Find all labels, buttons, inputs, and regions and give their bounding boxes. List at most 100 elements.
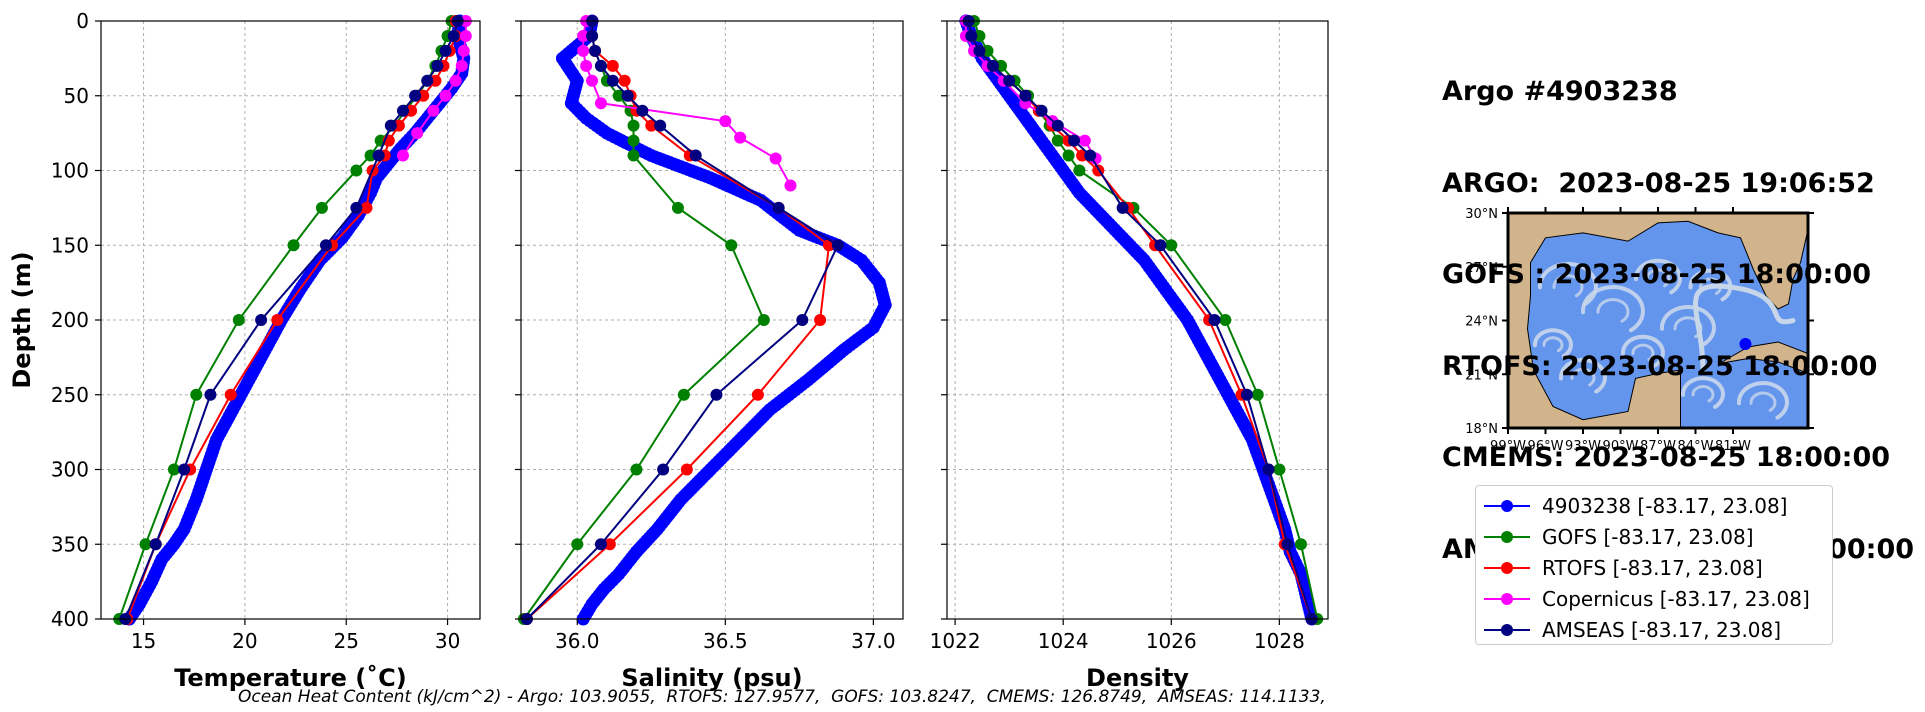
data-point bbox=[1219, 314, 1232, 326]
data-point bbox=[287, 239, 300, 252]
data-point bbox=[431, 59, 444, 72]
current-streamline bbox=[1552, 274, 1584, 298]
data-point bbox=[350, 201, 363, 214]
y-tick-label: 300 bbox=[51, 458, 89, 482]
legend-label: GOFS [-83.17, 23.08] bbox=[1542, 524, 1754, 549]
data-point bbox=[1019, 89, 1032, 102]
data-point bbox=[1003, 74, 1016, 87]
data-point bbox=[606, 59, 619, 72]
map-lon-label: 96°W bbox=[1528, 439, 1564, 454]
legend-label: AMSEAS [-83.17, 23.08] bbox=[1542, 617, 1782, 642]
data-point bbox=[224, 388, 237, 401]
axes-frame bbox=[946, 20, 1329, 620]
y-axis-label: Depth (m) bbox=[8, 251, 36, 388]
density-panel: 1022 1024 1026 1028 Density bbox=[930, 14, 1329, 692]
y-tick-label: 50 bbox=[64, 84, 89, 108]
x-tick-label: 20 bbox=[232, 629, 257, 653]
current-streamline bbox=[1620, 334, 1665, 368]
legend-item-argo: 4903238 [-83.17, 23.08] bbox=[1484, 490, 1832, 521]
data-point bbox=[1068, 134, 1080, 147]
data-point bbox=[1262, 463, 1275, 476]
data-point bbox=[636, 104, 649, 117]
current-streamline bbox=[1699, 277, 1722, 295]
legend-swatch bbox=[1484, 589, 1530, 609]
ocean-heat-content-text: Ocean Heat Content (kJ/cm^2) - Argo: 103… bbox=[238, 687, 1326, 707]
info-line-argo-time: ARGO: 2023-08-25 19:06:52 bbox=[1442, 167, 1875, 199]
data-point bbox=[725, 239, 738, 252]
legend-swatch bbox=[1484, 620, 1530, 640]
data-point bbox=[586, 74, 599, 87]
y-tick-label: 150 bbox=[51, 233, 89, 257]
legend-label: Copernicus [-83.17, 23.08] bbox=[1542, 586, 1810, 611]
data-point bbox=[455, 59, 468, 72]
series-line bbox=[526, 21, 840, 620]
x-axis-label: Temperature (˚C) bbox=[174, 664, 407, 692]
data-point bbox=[178, 463, 191, 476]
data-point bbox=[606, 74, 619, 87]
salinity-panel: 36.0 36.5 37.0 Salinity (psu) bbox=[515, 14, 904, 692]
data-point bbox=[577, 29, 590, 42]
data-point bbox=[627, 119, 640, 132]
data-point bbox=[677, 388, 690, 401]
map-lat-label: 21°N bbox=[1465, 368, 1498, 383]
data-point bbox=[603, 538, 616, 551]
current-streamline bbox=[1558, 357, 1607, 394]
data-point bbox=[360, 201, 373, 214]
legend-item-amseas: AMSEAS [-83.17, 23.08] bbox=[1484, 614, 1832, 645]
data-point bbox=[1051, 119, 1064, 132]
data-point bbox=[139, 538, 152, 551]
data-point bbox=[204, 388, 217, 401]
current-streamline bbox=[1691, 385, 1715, 403]
map-lon-label: 84°W bbox=[1678, 439, 1714, 454]
series-rtofs bbox=[121, 15, 462, 625]
data-point bbox=[594, 59, 607, 72]
data-point bbox=[689, 149, 702, 162]
data-point bbox=[621, 89, 634, 102]
current-streamline bbox=[1659, 304, 1716, 347]
series-amseas bbox=[962, 15, 1318, 625]
map-lat-label: 18°N bbox=[1465, 422, 1498, 437]
legend-swatch bbox=[1484, 527, 1530, 547]
data-point bbox=[1051, 134, 1064, 147]
ocean bbox=[1526, 220, 1808, 428]
data-point bbox=[167, 463, 180, 476]
data-point bbox=[973, 44, 986, 57]
data-point bbox=[772, 201, 785, 214]
data-point bbox=[618, 74, 631, 87]
map-lon-label: 90°W bbox=[1603, 439, 1639, 454]
map-lat-label: 30°N bbox=[1465, 207, 1498, 222]
info-line-gofs-time: GOFS : 2023-08-25 18:00:00 bbox=[1442, 259, 1872, 290]
series-line bbox=[582, 20, 792, 186]
data-point bbox=[580, 59, 593, 72]
info-line-rtofs-time: RTOFS: 2023-08-25 18:00:00 bbox=[1442, 350, 1878, 382]
y-tick-label: 200 bbox=[51, 308, 89, 332]
data-point bbox=[232, 314, 245, 326]
current-streamline bbox=[1645, 268, 1671, 288]
data-point bbox=[1073, 164, 1086, 177]
data-point bbox=[657, 463, 670, 476]
series-copernicus bbox=[577, 15, 797, 192]
data-point bbox=[680, 463, 693, 476]
y-tick-label: 350 bbox=[51, 532, 89, 556]
data-point bbox=[1273, 463, 1286, 476]
y-tick-label: 250 bbox=[51, 383, 89, 407]
data-point bbox=[671, 201, 684, 214]
data-point bbox=[1084, 149, 1097, 162]
inset-map: 30°N 27°N 24°N 21°N 18°N 99°W 96°W 93°W 90°W 87°W… bbox=[1465, 207, 1814, 454]
data-point bbox=[630, 463, 643, 476]
argo-location-marker bbox=[1739, 337, 1752, 350]
info-line-cmems-time: CMEMS: 2023-08-25 18:00:00 bbox=[1442, 442, 1891, 473]
data-point bbox=[784, 179, 797, 192]
current-streamline bbox=[1596, 298, 1630, 323]
data-point bbox=[1165, 239, 1178, 252]
data-point bbox=[372, 149, 385, 162]
x-tick-label: 25 bbox=[334, 629, 359, 653]
series-line bbox=[526, 21, 831, 620]
current-streamline bbox=[1749, 391, 1777, 412]
map-lat-label: 24°N bbox=[1465, 315, 1498, 330]
current-streamline bbox=[1631, 343, 1655, 362]
data-point bbox=[439, 44, 452, 57]
data-point bbox=[350, 164, 363, 177]
data-point bbox=[411, 127, 424, 140]
data-point bbox=[586, 29, 599, 42]
